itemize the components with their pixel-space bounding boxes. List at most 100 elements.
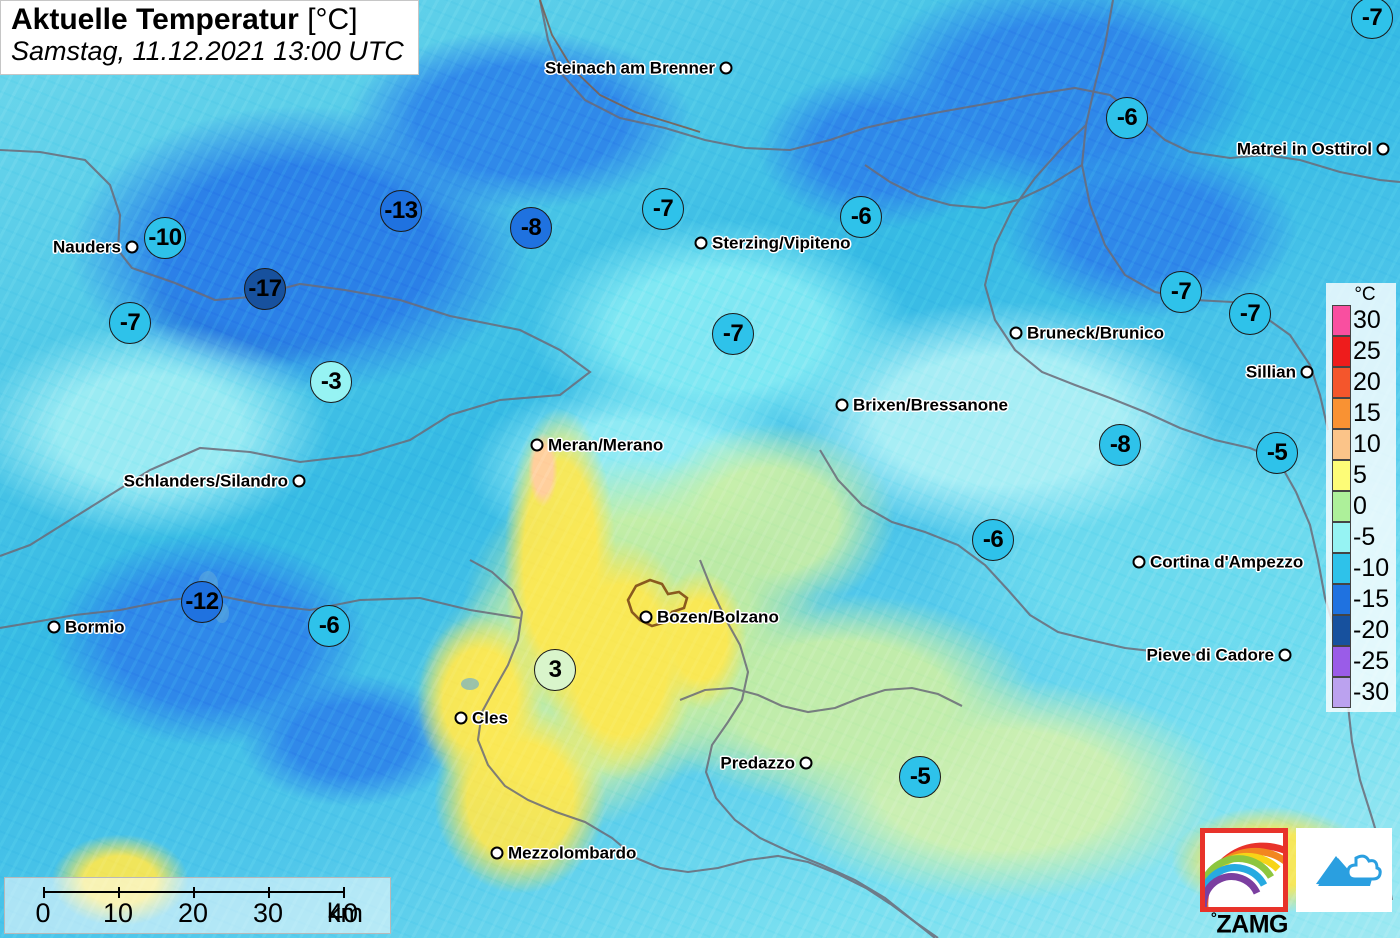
temperature-reading-bubble[interactable]: -12 (181, 581, 223, 623)
legend-color-swatch (1332, 615, 1351, 646)
temperature-reading-bubble[interactable]: -7 (1160, 271, 1202, 313)
legend-unit-label: °C (1354, 284, 1376, 305)
station-dot-icon (490, 846, 504, 860)
zamg-label: ZAMG (1216, 910, 1288, 938)
legend-value-label: -5 (1353, 522, 1376, 551)
station-label: Cles (472, 708, 508, 728)
temperature-reading-bubble[interactable]: -6 (1106, 97, 1148, 139)
temperature-reading-bubble[interactable]: -13 (380, 190, 422, 232)
legend-row: 25 (1326, 336, 1396, 367)
legend-value-label: -15 (1353, 584, 1390, 613)
station-label: Pieve di Cadore (1146, 645, 1274, 665)
temperature-reading-bubble[interactable]: -7 (1229, 293, 1271, 335)
title-unit-text: [°C] (307, 3, 358, 36)
station-dot-icon (799, 756, 813, 770)
temperature-reading-bubble[interactable]: -10 (144, 217, 186, 259)
scale-tick (268, 887, 270, 898)
temperature-reading-bubble[interactable]: -8 (1099, 424, 1141, 466)
scale-bar-unit: km (327, 898, 363, 928)
station-label: Meran/Merano (548, 435, 664, 455)
station-label: Sterzing/Vipiteno (712, 233, 851, 253)
legend-row: -20 (1326, 615, 1396, 646)
legend-value-label: 25 (1353, 336, 1381, 365)
temperature-reading-bubble[interactable]: -8 (510, 207, 552, 249)
station-label: Cortina d'Ampezzo (1150, 552, 1304, 572)
scale-tick-label: 0 (35, 898, 51, 928)
temperature-reading-bubble[interactable]: -7 (712, 313, 754, 355)
legend-row: -5 (1326, 522, 1396, 553)
temperature-reading-bubble[interactable]: -5 (1256, 432, 1298, 474)
legend-row: 15 (1326, 398, 1396, 429)
legend-color-swatch (1332, 491, 1351, 522)
legend-value-label: -10 (1353, 553, 1390, 582)
station-dot-icon (292, 474, 306, 488)
legend-value-label: -20 (1353, 615, 1390, 644)
legend-row: 30 (1326, 305, 1396, 336)
legend-color-swatch (1332, 522, 1351, 553)
legend-row: 0 (1326, 491, 1396, 522)
scale-tick-label: 30 (252, 898, 284, 928)
legend-rows: 30 25 20 15 10 5 0 -5 -10 -15 -20 -25 -30 (1326, 305, 1396, 708)
temperature-reading-bubble[interactable]: -3 (310, 361, 352, 403)
zamg-degree-glyph: ° (1210, 910, 1217, 927)
legend-row: -30 (1326, 677, 1396, 708)
station-dot-icon (125, 240, 139, 254)
station-label: Steinach am Brenner (544, 58, 715, 78)
map-scale-bar: 0 10 20 30 40 km (4, 877, 391, 934)
temperature-legend: °C 30 25 20 15 10 5 0 -5 -10 -15 -20 -25 -30 (1326, 283, 1396, 712)
station-dot-icon (694, 236, 708, 250)
station-dot-icon (530, 438, 544, 452)
legend-color-swatch (1332, 398, 1351, 429)
temperature-reading-bubble[interactable]: 3 (534, 649, 576, 691)
legend-row: -15 (1326, 584, 1396, 615)
temperature-reading-bubble[interactable]: -17 (244, 268, 286, 310)
station-dot-icon (1376, 142, 1390, 156)
station-label: Schlanders/Silandro (123, 471, 288, 491)
station-label: Bormio (65, 617, 125, 637)
station-dot-icon (47, 620, 61, 634)
legend-row: 10 (1326, 429, 1396, 460)
station-label: Brixen/Bressanone (853, 395, 1008, 415)
station-label: Matrei in Osttirol (1236, 139, 1372, 159)
legend-value-label: 10 (1353, 429, 1381, 458)
legend-color-swatch (1332, 336, 1351, 367)
map-title-box: Aktuelle Temperatur [°C] Samstag, 11.12.… (0, 0, 419, 76)
scale-tick-label: 10 (102, 898, 134, 928)
legend-value-label: 5 (1353, 460, 1367, 489)
station-label: Predazzo (720, 753, 795, 773)
station-dot-icon (1300, 365, 1314, 379)
station-label: Bozen/Bolzano (657, 607, 779, 627)
temperature-reading-bubble[interactable]: -7 (1351, 0, 1393, 39)
scale-tick-label: 20 (177, 898, 209, 928)
geosphere-logo[interactable] (1296, 828, 1392, 912)
legend-value-label: 30 (1353, 305, 1381, 334)
temperature-reading-bubble[interactable]: -5 (899, 756, 941, 798)
legend-color-swatch (1332, 367, 1351, 398)
legend-row: -10 (1326, 553, 1396, 584)
station-dot-icon (639, 610, 653, 624)
legend-value-label: 15 (1353, 398, 1381, 427)
zamg-logo[interactable] (1200, 828, 1288, 912)
zamg-wordmark: °ZAMG (1178, 910, 1289, 938)
legend-value-label: -25 (1353, 646, 1390, 675)
legend-value-label: 20 (1353, 367, 1381, 396)
title-main-text: Aktuelle Temperatur (11, 3, 299, 36)
temperature-reading-bubble[interactable]: -6 (972, 519, 1014, 561)
scale-tick (43, 887, 45, 898)
temperature-reading-bubble[interactable]: -7 (642, 188, 684, 230)
station-dot-icon (835, 398, 849, 412)
station-label: Nauders (52, 237, 121, 257)
scale-tick-label: 40 (327, 898, 359, 928)
temperature-reading-bubble[interactable]: -6 (308, 605, 350, 647)
legend-color-swatch (1332, 584, 1351, 615)
temperature-reading-bubble[interactable]: -6 (840, 196, 882, 238)
scale-tick (343, 887, 345, 898)
station-dot-icon (1009, 326, 1023, 340)
page-title: Aktuelle Temperatur [°C] (11, 3, 404, 36)
temperature-reading-bubble[interactable]: -7 (109, 302, 151, 344)
station-dot-icon (454, 711, 468, 725)
station-label: Sillian (1245, 362, 1296, 382)
